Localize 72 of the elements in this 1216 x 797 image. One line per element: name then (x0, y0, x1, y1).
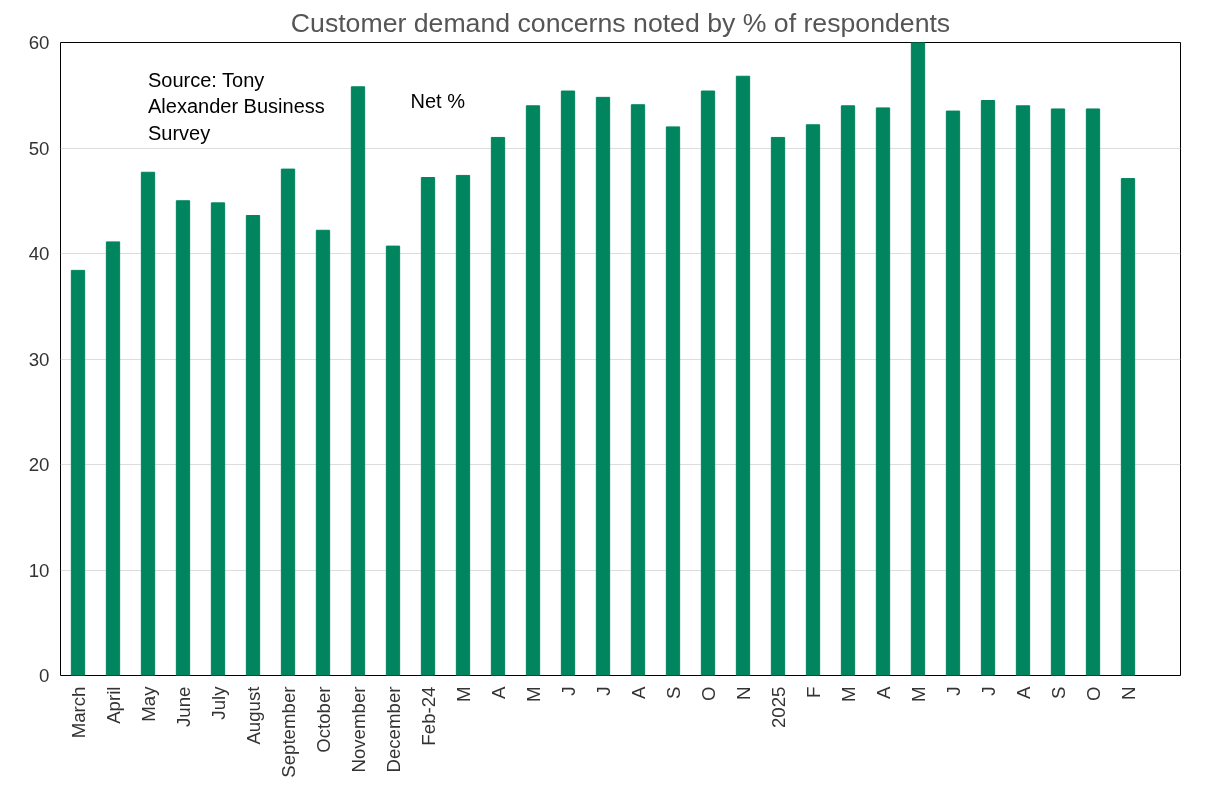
bar (525, 105, 541, 676)
bar (805, 124, 821, 676)
x-tick-label: 2025 (767, 686, 789, 728)
x-tick-label: M (837, 686, 859, 703)
x-tick-label: June (172, 686, 194, 727)
x-tick-label: Feb-24 (417, 686, 439, 746)
x-tick-label: November (347, 686, 369, 773)
y-tick-label: 0 (39, 665, 50, 686)
bar (735, 75, 751, 676)
x-tick-label: A (487, 685, 509, 699)
x-tick-label: S (662, 686, 684, 699)
x-tick-label: July (207, 685, 229, 720)
x-tick-label: M (522, 686, 544, 703)
x-tick-label: O (697, 686, 719, 702)
bar (1015, 105, 1031, 676)
x-tick-label: April (102, 686, 124, 724)
x-tick-label: O (1082, 686, 1104, 702)
x-tick-label: December (382, 686, 404, 773)
x-tick-label: August (242, 685, 264, 745)
x-tick-label: N (732, 686, 754, 700)
x-tick-label: May (137, 685, 159, 722)
x-tick-label: N (1117, 686, 1139, 700)
y-tick-label: 10 (28, 559, 50, 581)
y-tick-label: 40 (28, 243, 50, 264)
bar (910, 42, 926, 676)
bar (245, 215, 261, 676)
bar (595, 96, 611, 676)
bar (350, 86, 366, 676)
bar (770, 136, 786, 676)
bar (455, 174, 471, 676)
x-tick-label: September (277, 686, 299, 778)
bar (385, 245, 401, 676)
bar (980, 100, 996, 676)
x-tick-label: A (627, 685, 649, 699)
bar (140, 171, 156, 676)
bar (70, 269, 86, 676)
bar (105, 241, 121, 676)
y-tick-label: 50 (28, 137, 50, 159)
bar (280, 168, 296, 676)
x-tick-label: S (1047, 686, 1069, 699)
x-tick-label: M (907, 686, 929, 703)
bar (665, 126, 681, 676)
x-tick-label: J (977, 686, 999, 696)
bar (945, 110, 961, 676)
x-tick-label: March (67, 686, 89, 739)
bar (840, 105, 856, 676)
bar (315, 229, 331, 676)
bar (210, 202, 226, 676)
bar (700, 90, 716, 676)
x-tick-label: A (1012, 685, 1034, 699)
annotation: Source: Tony Alexander Business Survey (148, 68, 325, 144)
x-tick-label: October (312, 686, 334, 753)
x-tick-label: F (802, 686, 824, 698)
bar (560, 90, 576, 676)
chart-title: Customer demand concerns noted by % of respondents (290, 7, 951, 38)
x-tick-label: J (557, 686, 579, 696)
bar (630, 104, 646, 676)
bar (420, 177, 436, 676)
y-tick-label: 20 (28, 454, 50, 475)
x-tick-label: M (452, 686, 474, 703)
x-tick-label: J (592, 686, 614, 696)
bar (875, 107, 891, 676)
bar (1120, 178, 1136, 676)
bar (175, 200, 191, 676)
bar (1085, 108, 1101, 676)
annotation: Net % (410, 89, 466, 112)
x-tick-label: J (942, 686, 964, 696)
bar (490, 136, 506, 676)
bar (1050, 108, 1066, 676)
y-tick-label: 60 (28, 32, 50, 53)
y-tick-label: 30 (28, 348, 50, 370)
x-tick-label: A (872, 685, 894, 699)
